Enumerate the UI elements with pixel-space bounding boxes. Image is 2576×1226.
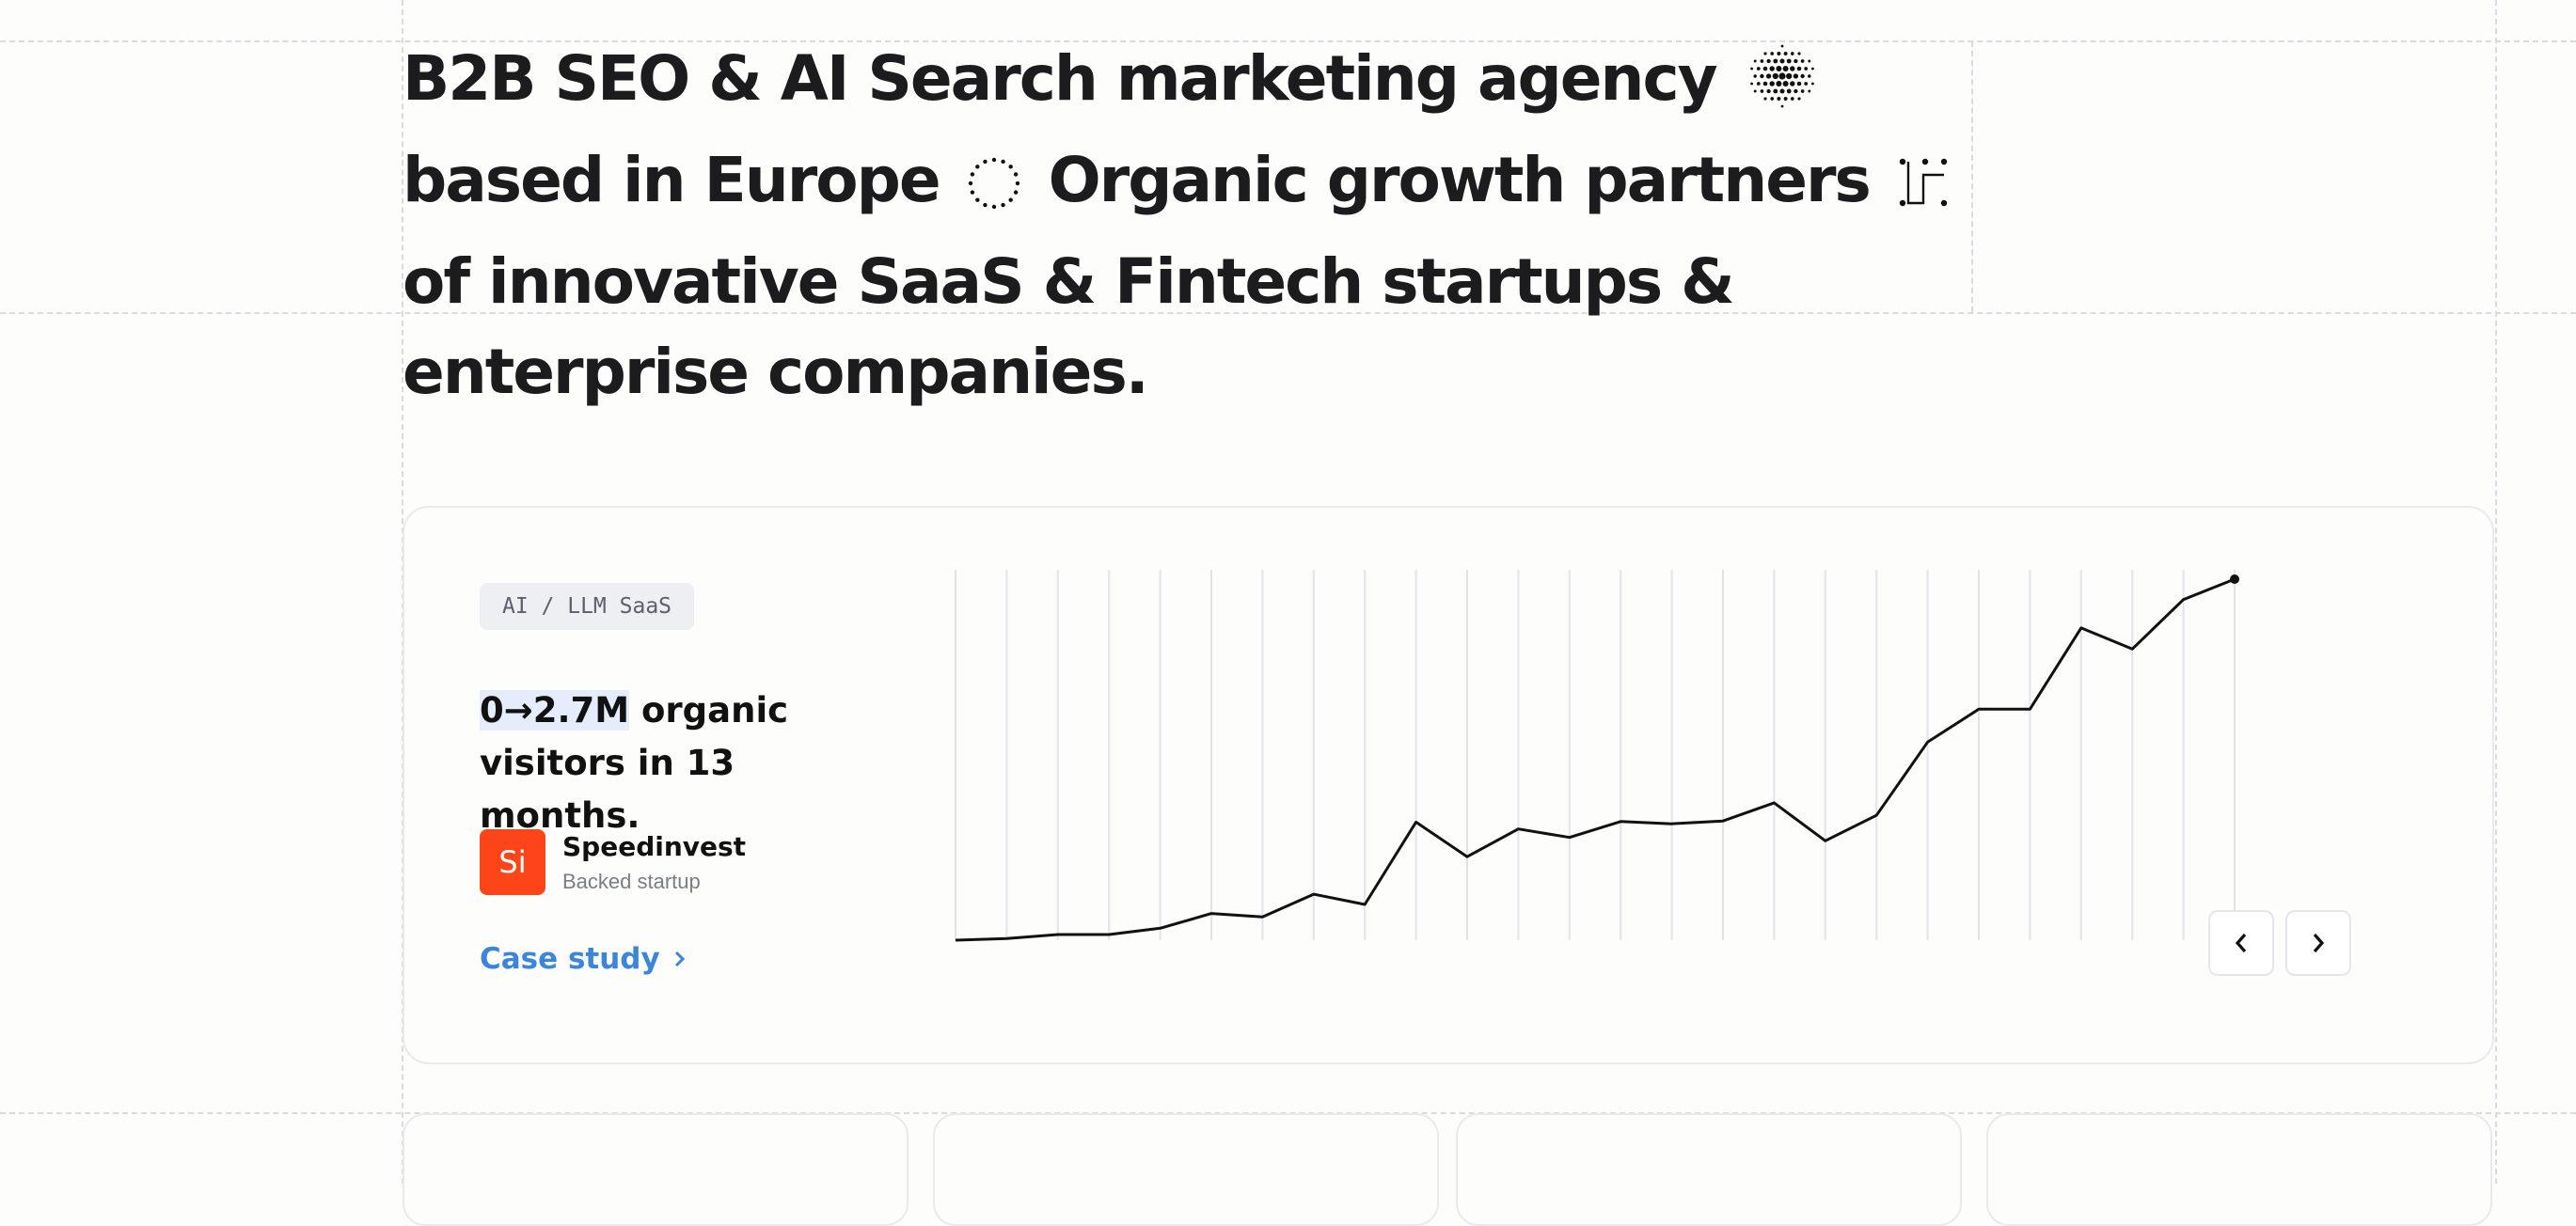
dotted-sphere-icon	[1742, 41, 1823, 135]
stat-text: organic visitors in 13 months.	[480, 690, 789, 836]
company-logo: Si	[480, 829, 545, 895]
guide-line	[0, 40, 2576, 42]
hero-text-4: of innovative SaaS & Fintech startups & …	[403, 245, 1735, 408]
case-stat: 0→2.7M organic visitors in 13 months.	[480, 684, 893, 842]
case-study-card: AI / LLM SaaS 0→2.7M organic visitors in…	[403, 506, 2494, 1064]
hero-text-2: based in Europe	[403, 144, 941, 216]
dotted-circle-icon	[965, 147, 1023, 237]
chevron-right-icon	[674, 951, 685, 967]
company-subtitle: Backed startup	[562, 870, 701, 893]
chevron-right-icon	[2313, 933, 2325, 953]
case-study-label: Case study	[480, 942, 660, 976]
guide-line	[2495, 0, 2497, 1184]
mini-card[interactable]	[403, 1113, 909, 1226]
hero-text-1: B2B SEO & AI Search marketing agency	[403, 42, 1718, 115]
guide-line	[0, 312, 2576, 314]
mini-card[interactable]	[933, 1113, 1439, 1226]
dotted-path-icon	[1895, 147, 1952, 237]
prev-button[interactable]	[2208, 910, 2274, 976]
growth-chart	[955, 570, 2239, 942]
hero-text-3: Organic growth partners	[1048, 144, 1872, 216]
mini-card[interactable]	[1986, 1113, 2492, 1226]
guide-line	[1971, 41, 1973, 312]
next-button[interactable]	[2285, 910, 2351, 976]
chevron-left-icon	[2235, 933, 2247, 953]
hero-headline: B2B SEO & AI Search marketing agency bas…	[403, 34, 1964, 417]
company-name: Speedinvest	[562, 831, 747, 862]
chart-series-line	[955, 577, 2236, 942]
stat-highlight: 0→2.7M	[480, 690, 630, 731]
case-study-link[interactable]: Case study	[480, 942, 687, 976]
chart-endpoint	[2230, 574, 2239, 584]
mini-card[interactable]	[1456, 1113, 1962, 1226]
company: Si Speedinvest Backed startup	[480, 829, 746, 895]
category-tag: AI / LLM SaaS	[480, 583, 695, 630]
